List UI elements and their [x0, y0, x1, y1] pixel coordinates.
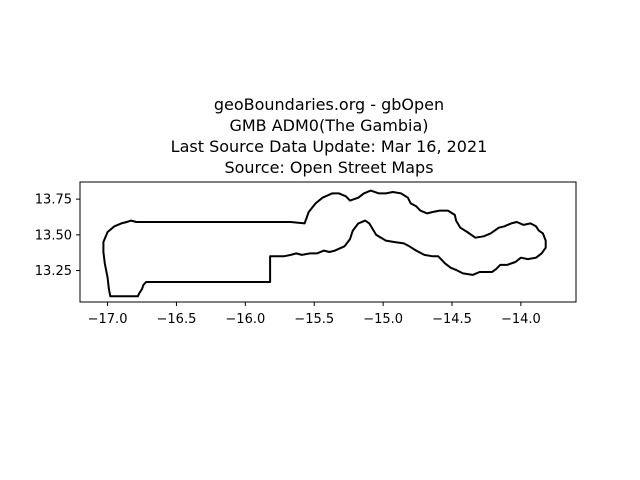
title-line-source: geoBoundaries.org - gbOpen [213, 95, 445, 114]
title-line-update: Last Source Data Update: Mar 16, 2021 [170, 137, 488, 156]
axes-frame [79, 181, 577, 303]
x-tick-label: −14.5 [432, 312, 472, 327]
y-axis: 13.25 13.50 13.75 [35, 193, 80, 279]
y-tick-label: 13.50 [35, 228, 72, 243]
x-tick-label: −15.0 [363, 312, 403, 327]
title-line-country: GMB ADM0(The Gambia) [229, 116, 429, 135]
map-title: geoBoundaries.org - gbOpen GMB ADM0(The … [0, 94, 640, 178]
x-tick-label: −14.0 [501, 312, 541, 327]
title-line-attribution: Source: Open Street Maps [224, 158, 434, 177]
x-tick-label: −15.5 [294, 312, 334, 327]
x-axis: −17.0 −16.5 −16.0 −15.5 −15.0 −14.5 −14.0 [88, 302, 541, 327]
x-tick-label: −17.0 [88, 312, 128, 327]
y-tick-label: 13.25 [35, 264, 72, 279]
x-tick-label: −16.0 [225, 312, 265, 327]
country-boundary [102, 189, 547, 298]
x-tick-label: −16.5 [157, 312, 197, 327]
y-tick-label: 13.75 [35, 193, 72, 208]
